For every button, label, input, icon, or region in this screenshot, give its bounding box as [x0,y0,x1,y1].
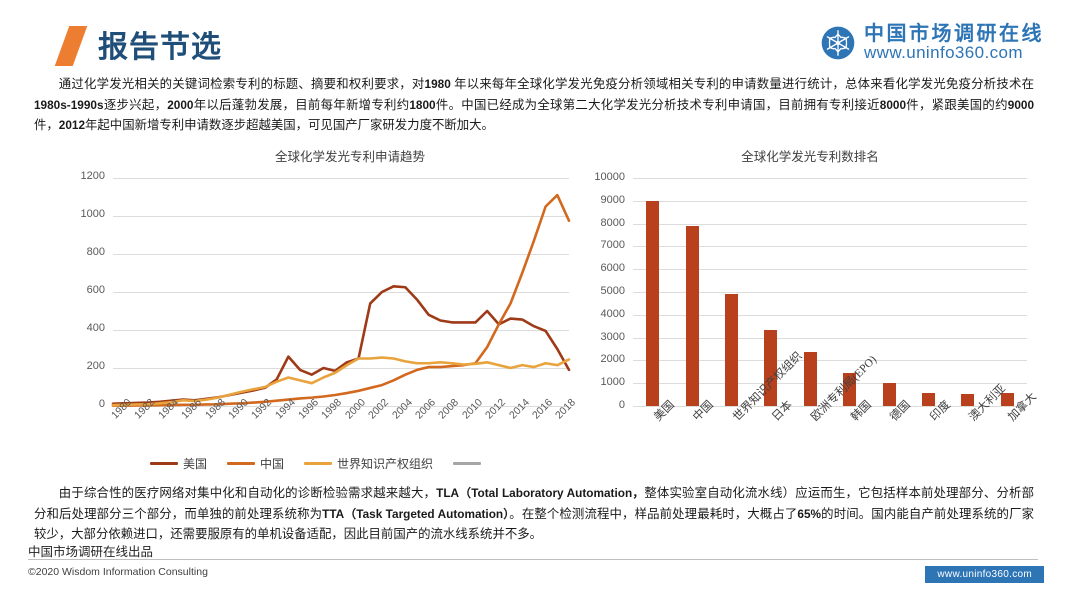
conclusion-paragraph: 由于综合性的医疗网络对集中化和自动化的诊断检验需求越来越大，TLA（Total … [34,486,1035,541]
bar-9 [1000,393,1014,406]
line-chart-series-group [111,193,571,407]
y-axis-tick-label: 4000 [600,307,625,320]
y-gridline [633,223,1027,225]
bar-0 [646,200,660,406]
slide-header: 报告节选 中国市场调研在线 www.unin [0,0,1066,74]
y-axis-tick-label: 10000 [594,171,625,183]
y-gridline [633,360,1027,362]
intro-paragraph: 通过化学发光相关的关键词检索专利的标题、摘要和权利要求，对1980 年以来每年全… [34,77,1035,132]
footer-website-badge[interactable]: www.uninfo360.com [925,566,1044,583]
y-axis-tick-label: 1000 [600,376,625,389]
y-gridline [633,200,1027,202]
legend-label-0: 美国 [183,457,208,471]
legend-item-1: 中国 [227,455,284,472]
y-gridline [633,246,1027,248]
line-series-1 [111,193,571,407]
y-gridline [113,254,569,255]
legend-label-2: 世界知识产权组织 [337,457,434,471]
brand-website-url: www.uninfo360.com [864,43,1023,63]
bar-4 [803,352,817,406]
y-gridline [633,178,1027,179]
y-gridline [633,314,1027,316]
y-axis-tick-label: 800 [86,246,105,258]
y-axis-tick-label: 5000 [600,285,625,297]
legend-item-3 [453,461,486,466]
line-chart-legend: 美国 中国 世界知识产权组织 [150,455,500,472]
legend-item-2: 世界知识产权组织 [304,455,433,472]
footer-divider [28,559,1038,560]
y-axis-tick-label: 200 [86,360,105,372]
y-axis-tick-label: 600 [86,284,105,296]
y-axis-tick-label: 400 [86,322,105,334]
legend-swatch-0 [150,461,178,466]
line-series-2 [111,356,571,407]
legend-swatch-1 [227,461,256,466]
y-axis-tick-label: 9000 [600,193,625,206]
y-axis-tick-label: 0 [98,398,105,410]
line-series-0 [111,285,571,406]
y-gridline [113,292,569,293]
y-axis-tick-label: 6000 [600,262,625,275]
bar-5 [843,372,857,406]
line-chart-title: 全球化学发光专利申请趋势 [274,150,425,164]
legend-label-1: 中国 [260,457,285,471]
footer-company: 中国市场调研在线出品 [28,545,154,559]
y-axis-tick-label: 1000 [80,208,105,220]
y-gridline [633,337,1027,339]
bar-8 [961,394,975,406]
y-gridline [633,292,1027,293]
title-accent-slash-icon [54,26,88,66]
page-title: 报告节选 [98,31,222,64]
y-gridline [633,406,1027,407]
brand-name-cn: 中国市场调研在线 [864,23,1044,45]
y-axis-tick-label: 8000 [600,216,625,229]
y-gridline [633,383,1027,385]
y-gridline [113,216,569,217]
snowflake-logo-icon [821,26,855,60]
y-axis-tick-label: 0 [618,399,625,411]
bar-1 [685,225,699,406]
y-gridline [633,269,1027,271]
bar-6 [882,383,896,406]
bar-2 [724,294,738,406]
y-axis-tick-label: 3000 [600,330,625,343]
bar-3 [764,329,778,406]
y-axis-tick-label: 2000 [600,353,625,366]
legend-swatch-3 [453,461,482,466]
y-gridline [113,406,569,407]
bar-7 [921,393,935,406]
bar-chart: 0 1000 2000 3000 4000 5000 6000 7000 8000 9000 100… [585,168,1039,468]
y-gridline [113,330,569,331]
legend-swatch-2 [304,461,333,466]
y-gridline [113,178,569,179]
legend-item-0: 美国 [150,455,207,472]
brand-logo-block: 中国市场调研在线 www.uninfo360.com [821,24,1044,62]
bar-chart-title: 全球化学发光专利数排名 [741,150,879,164]
line-chart: 0 200 400 600 800 1000 1200 1980 1982 1984 1986 198… [55,168,579,468]
y-axis-tick-label: 7000 [600,239,625,252]
y-axis-tick-label: 1200 [80,170,105,182]
footer-copyright: ©2020 Wisdom Information Consulting [28,566,208,578]
